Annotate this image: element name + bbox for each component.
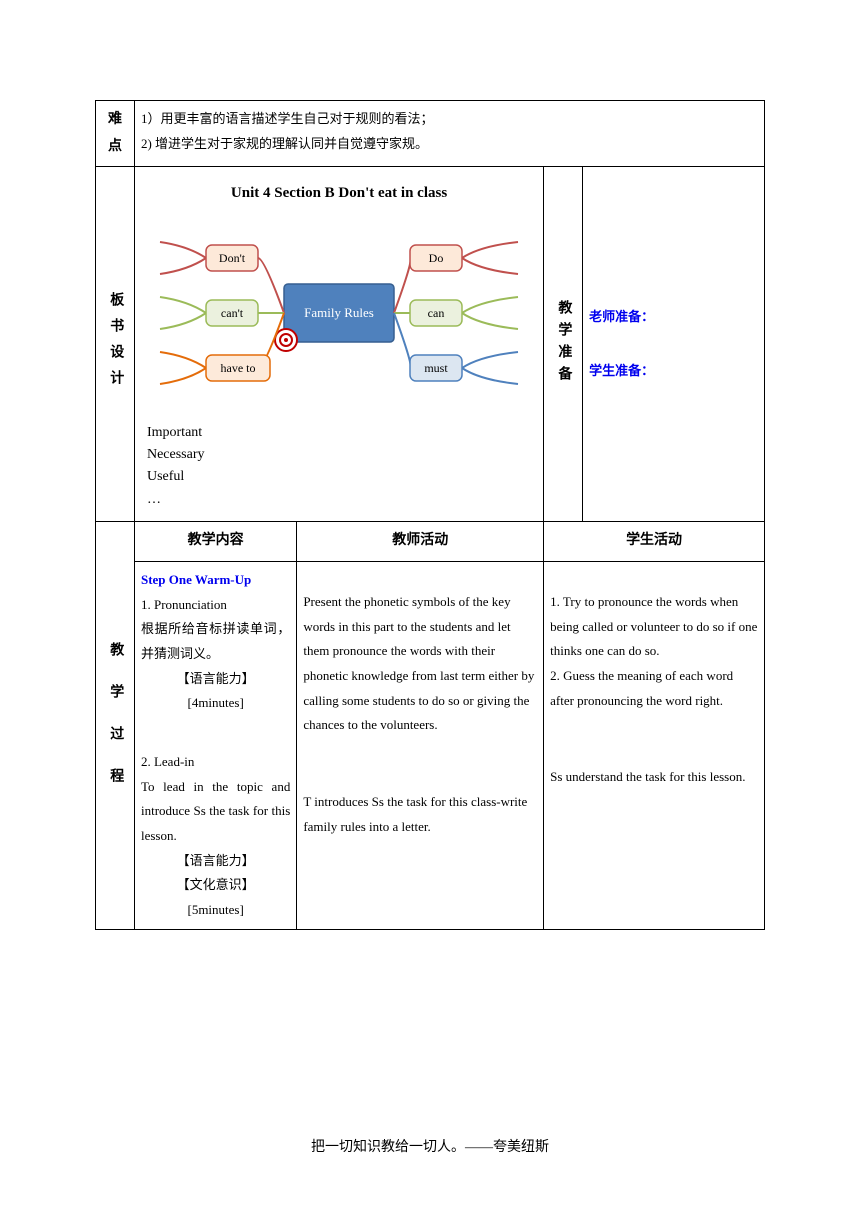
- board-label: 板书设计: [96, 167, 135, 522]
- student-activity: 1. Try to pronounce the words when being…: [544, 561, 765, 929]
- svg-text:Don't: Don't: [219, 251, 246, 265]
- c1-p2-5: [5minutes]: [141, 898, 290, 923]
- prep-label: 教学准备: [544, 167, 583, 522]
- page-footer: 把一切知识教给一切人。——夸美纽斯: [0, 1136, 860, 1156]
- svg-text:must: must: [424, 361, 448, 375]
- c1-p2-1: 2. Lead-in: [141, 750, 290, 775]
- svg-text:can't: can't: [221, 306, 244, 320]
- svg-text:can: can: [428, 306, 445, 320]
- lesson-plan-table: 难点 1）用更丰富的语言描述学生自己对于规则的看法； 2) 增进学生对于家规的理…: [95, 100, 765, 930]
- wordlist-item: …: [147, 489, 533, 511]
- difficulty-line1: 1）用更丰富的语言描述学生自己对于规则的看法；: [141, 107, 758, 132]
- col-header-content: 教学内容: [134, 522, 296, 562]
- wordlist-item: Important: [147, 422, 533, 444]
- c2-p1: Present the phonetic symbols of the key …: [303, 590, 537, 738]
- c2-p2: T introduces Ss the task for this class-…: [303, 790, 537, 839]
- wordlist-item: Useful: [147, 466, 533, 488]
- wordlist: Important Necessary Useful …: [147, 422, 533, 512]
- svg-text:Do: Do: [429, 251, 444, 265]
- student-prep: 学生准备：: [589, 359, 758, 384]
- c1-p2-3: 【语言能力】: [141, 849, 290, 874]
- c1-p1-2: 根据所给音标拼读单词，并猜测词义。: [141, 617, 290, 666]
- difficulty-content: 1）用更丰富的语言描述学生自己对于规则的看法； 2) 增进学生对于家规的理解认同…: [134, 101, 764, 167]
- svg-text:have to: have to: [221, 361, 256, 375]
- difficulty-row: 难点 1）用更丰富的语言描述学生自己对于规则的看法； 2) 增进学生对于家规的理…: [96, 101, 765, 167]
- difficulty-line2: 2) 增进学生对于家规的理解认同并自觉遵守家规。: [141, 132, 758, 157]
- process-content-row: Step One Warm-Up 1. Pronunciation 根据所给音标…: [96, 561, 765, 929]
- c3-p2: 2. Guess the meaning of each word after …: [550, 664, 758, 713]
- wordlist-item: Necessary: [147, 444, 533, 466]
- c1-p1-3: 【语言能力】: [141, 667, 290, 692]
- step-title: Step One Warm-Up: [141, 568, 290, 593]
- prep-content: 老师准备： 学生准备：: [583, 167, 765, 522]
- diagram-title: Unit 4 Section B Don't eat in class: [145, 179, 533, 208]
- c1-p2-2: To lead in the topic and introduce Ss th…: [141, 775, 290, 849]
- mindmap-diagram: Family Rules Don't can't have to Do can must: [154, 222, 524, 412]
- teacher-prep: 老师准备：: [589, 305, 758, 330]
- c3-p1: 1. Try to pronounce the words when being…: [550, 590, 758, 664]
- teacher-activity: Present the phonetic symbols of the key …: [297, 561, 544, 929]
- c1-p1-4: [4minutes]: [141, 691, 290, 716]
- process-header-row: 教学过程 教学内容 教师活动 学生活动: [96, 522, 765, 562]
- difficulty-label: 难点: [96, 101, 135, 167]
- c1-p1-1: 1. Pronunciation: [141, 593, 290, 618]
- board-design-row: 板书设计 Unit 4 Section B Don't eat in class…: [96, 167, 765, 522]
- c1-p2-4: 【文化意识】: [141, 873, 290, 898]
- teaching-content: Step One Warm-Up 1. Pronunciation 根据所给音标…: [134, 561, 296, 929]
- col-header-teacher: 教师活动: [297, 522, 544, 562]
- svg-text:Family Rules: Family Rules: [304, 305, 374, 320]
- board-diagram-cell: Unit 4 Section B Don't eat in class Fami…: [134, 167, 543, 522]
- process-label: 教学过程: [96, 522, 135, 930]
- col-header-student: 学生活动: [544, 522, 765, 562]
- c3-p3: Ss understand the task for this lesson.: [550, 765, 758, 790]
